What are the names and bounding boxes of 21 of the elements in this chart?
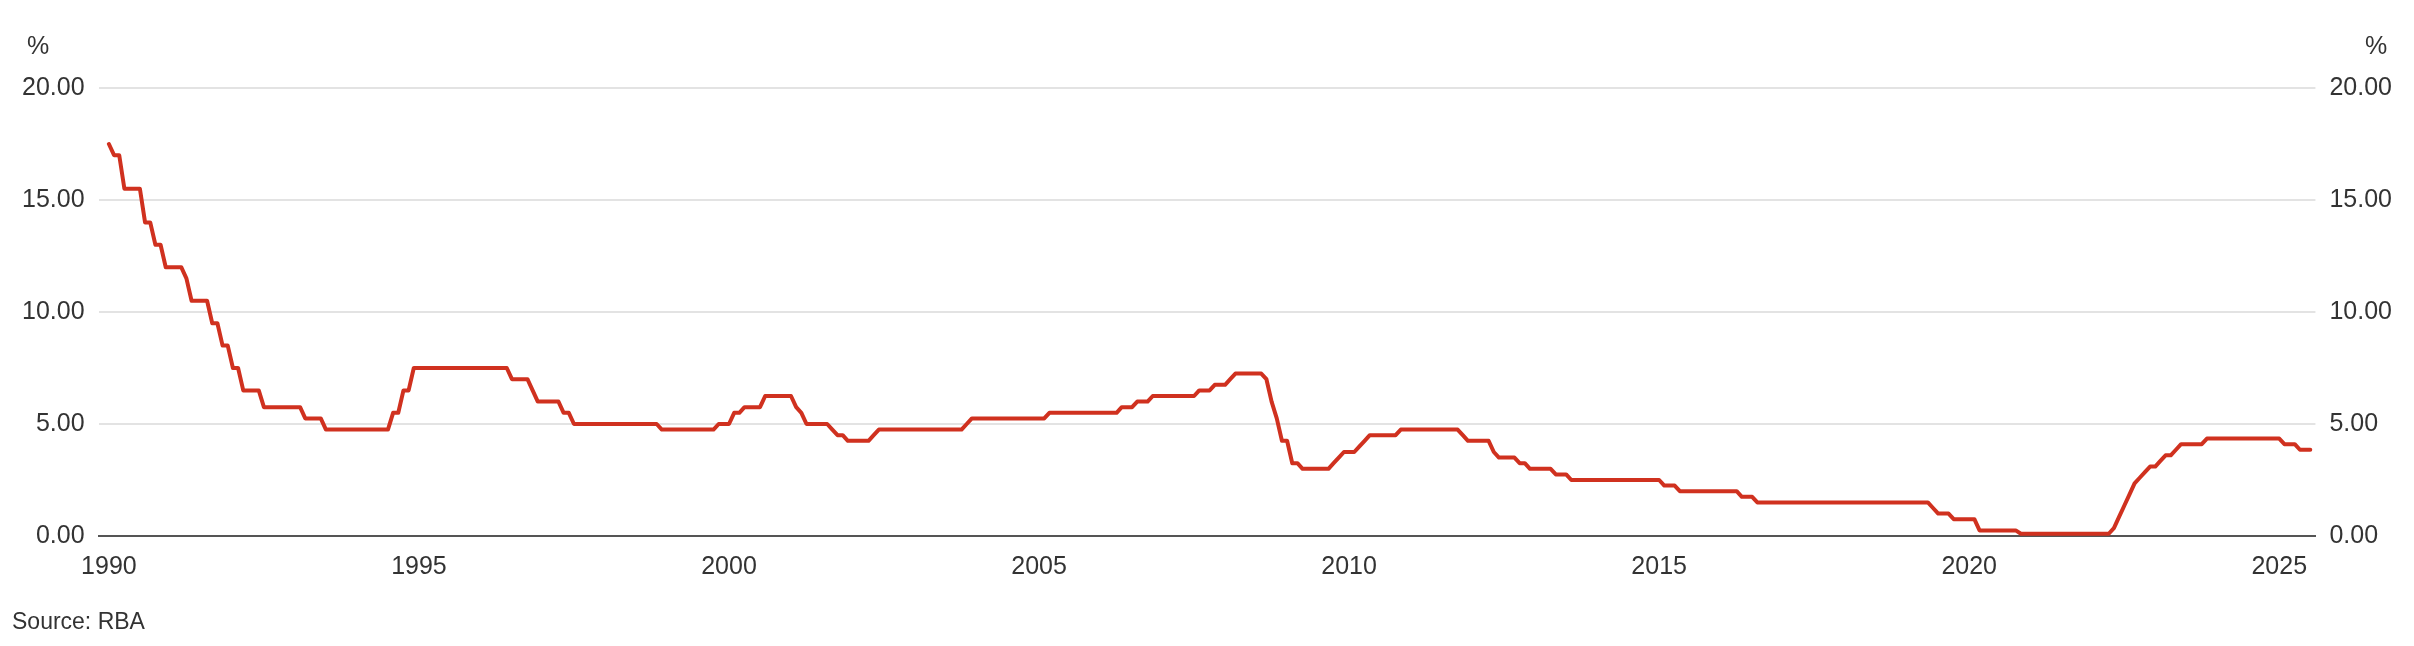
y-tick-label: 15.00 (22, 183, 85, 212)
x-tick-label: 2005 (1011, 550, 1067, 579)
x-tick-label: 2000 (701, 550, 757, 579)
y2-tick-label: 0.00 (2329, 519, 2379, 548)
y2-tick-label: 10.00 (2329, 295, 2392, 324)
x-tick-label: 1995 (391, 550, 447, 579)
x-tick-label: 2015 (1631, 550, 1687, 579)
x-tick-label: 2010 (1321, 550, 1377, 579)
y2-tick-label: 5.00 (2329, 407, 2379, 436)
x-tick-label: 2025 (2251, 550, 2308, 579)
source-note: Source: RBA (12, 607, 146, 634)
x-tick-label: 2020 (1941, 550, 1998, 579)
y2-tick-label: 20.00 (2329, 71, 2392, 100)
y-tick-label: 0.00 (35, 519, 85, 548)
y-tick-label: 20.00 (22, 71, 85, 100)
y-axis-title: % (26, 31, 50, 60)
y-tick-label: 10.00 (22, 295, 85, 324)
y2-tick-label: 15.00 (2329, 183, 2392, 212)
y2-axis-title: % (2364, 31, 2388, 60)
y-tick-label: 5.00 (35, 407, 85, 436)
x-tick-label: 1990 (81, 550, 137, 579)
